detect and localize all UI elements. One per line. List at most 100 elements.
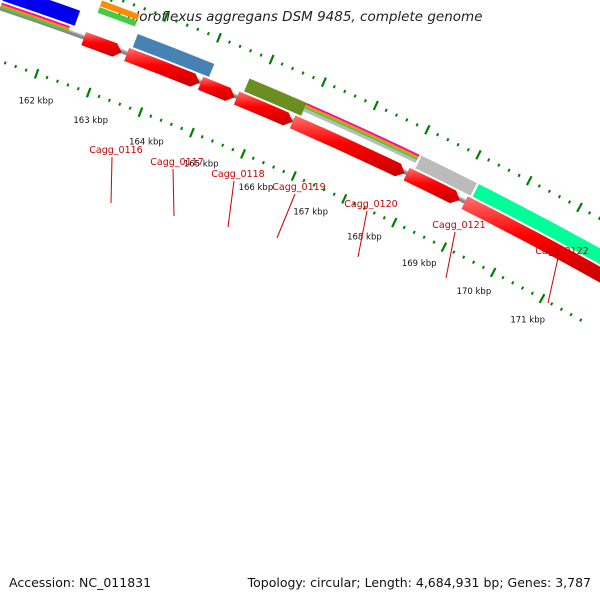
cds-stripe — [0, 4, 70, 30]
outer-tick — [372, 100, 379, 111]
inner-tick — [352, 201, 356, 206]
outer-tick — [121, 0, 125, 3]
cds-arrow — [81, 32, 122, 57]
outer-tick — [446, 137, 450, 142]
inner-tick — [341, 193, 348, 204]
outer-tick — [196, 27, 200, 32]
inner-tick — [302, 178, 306, 183]
gene-label: Cagg_0122 — [535, 246, 588, 257]
gene-leader-line — [110, 156, 113, 204]
gene-label: Cagg_0121 — [432, 220, 485, 231]
inner-tick — [200, 135, 204, 139]
gene-label: Cagg_0119 — [272, 182, 325, 193]
inner-tick — [559, 307, 564, 312]
inner-tick — [391, 217, 398, 228]
inner-tick — [471, 260, 476, 265]
gene-leader-line — [227, 180, 235, 228]
inner-tick — [569, 312, 573, 317]
inner-tick — [382, 216, 386, 220]
outer-tick — [525, 175, 533, 186]
inner-tick — [97, 94, 101, 99]
inner-tick — [452, 250, 456, 254]
cds-stripe — [0, 6, 69, 32]
inner-tick-track — [3, 61, 583, 322]
cds-band-steelblue — [132, 34, 215, 77]
outer-tick — [537, 184, 541, 188]
cds-band-orange — [99, 0, 140, 20]
outer-tick — [343, 89, 347, 94]
inner-tick — [180, 126, 184, 131]
inner-tick — [501, 275, 505, 280]
inner-tick — [538, 293, 546, 304]
gene-label: Cagg_0116 — [89, 145, 142, 156]
inner-tick — [221, 143, 225, 148]
inner-tick — [3, 61, 7, 65]
cds-arrow — [461, 196, 600, 283]
outer-tick — [206, 31, 210, 36]
inner-tick — [210, 139, 214, 143]
inner-tick — [511, 281, 515, 285]
inner-tick — [412, 230, 416, 235]
outer-tick-track — [109, 0, 600, 221]
cds-stripe — [1, 2, 70, 29]
cds-arrow — [198, 76, 235, 101]
inner-tick — [107, 98, 111, 103]
outer-tick — [384, 108, 388, 113]
inner-tick — [520, 286, 525, 290]
gene-leader-line — [357, 210, 368, 258]
outer-tick — [320, 77, 327, 88]
inner-tick — [272, 165, 276, 169]
cds-arrow — [403, 167, 460, 204]
outer-tick — [228, 40, 231, 44]
outer-tick — [363, 98, 367, 103]
gene-label: Cagg_0118 — [211, 169, 264, 180]
gene-label: Cagg_0120 — [344, 199, 397, 210]
outer-tick — [576, 202, 583, 213]
outer-tick — [153, 11, 157, 15]
scale-label: 165 kbp — [184, 160, 219, 170]
inner-tick — [251, 156, 255, 161]
outer-tick — [475, 149, 482, 160]
cds-band-olive — [244, 78, 307, 116]
cds-stripe — [303, 108, 417, 163]
outer-tick — [249, 48, 253, 53]
outer-tick — [332, 84, 336, 89]
gene-leader-line — [172, 168, 175, 217]
outer-tick — [311, 75, 315, 80]
inner-tick — [231, 147, 235, 152]
outer-tick — [394, 113, 399, 117]
inner-tick — [432, 240, 436, 244]
inner-tick — [118, 102, 122, 106]
scale-label: 167 kbp — [293, 207, 328, 217]
outer-tick — [517, 173, 521, 178]
cds-band-blue — [2, 0, 81, 26]
outer-tick — [587, 211, 592, 215]
inner-tick — [550, 302, 554, 306]
outer-tick — [567, 200, 572, 204]
scale-label: 168 kbp — [347, 232, 382, 242]
outer-tick — [456, 142, 460, 147]
inner-tick — [290, 170, 297, 181]
inner-tick — [169, 122, 173, 127]
outer-tick — [291, 66, 295, 71]
cds-stripe — [305, 104, 419, 159]
inner-tick — [240, 148, 247, 159]
gene-label: Cagg_0117 — [150, 157, 203, 168]
inner-tick — [402, 225, 406, 230]
inner-tick — [137, 107, 144, 118]
outer-tick — [557, 194, 562, 199]
outer-tick — [487, 158, 491, 162]
inner-tick — [76, 86, 80, 91]
outer-tick — [143, 7, 147, 11]
inner-tick — [312, 183, 316, 187]
inner-tick — [24, 68, 28, 72]
accession-text: Accession: NC_011831 — [9, 575, 152, 590]
genome-summary-text: Topology: circular; Length: 4,684,931 bp… — [247, 575, 591, 590]
outer-tick — [301, 71, 305, 75]
inner-tick — [128, 106, 132, 110]
outer-tick — [268, 54, 275, 65]
outer-tick — [466, 147, 470, 152]
outer-tick — [132, 3, 136, 7]
outer-tick — [497, 163, 501, 167]
